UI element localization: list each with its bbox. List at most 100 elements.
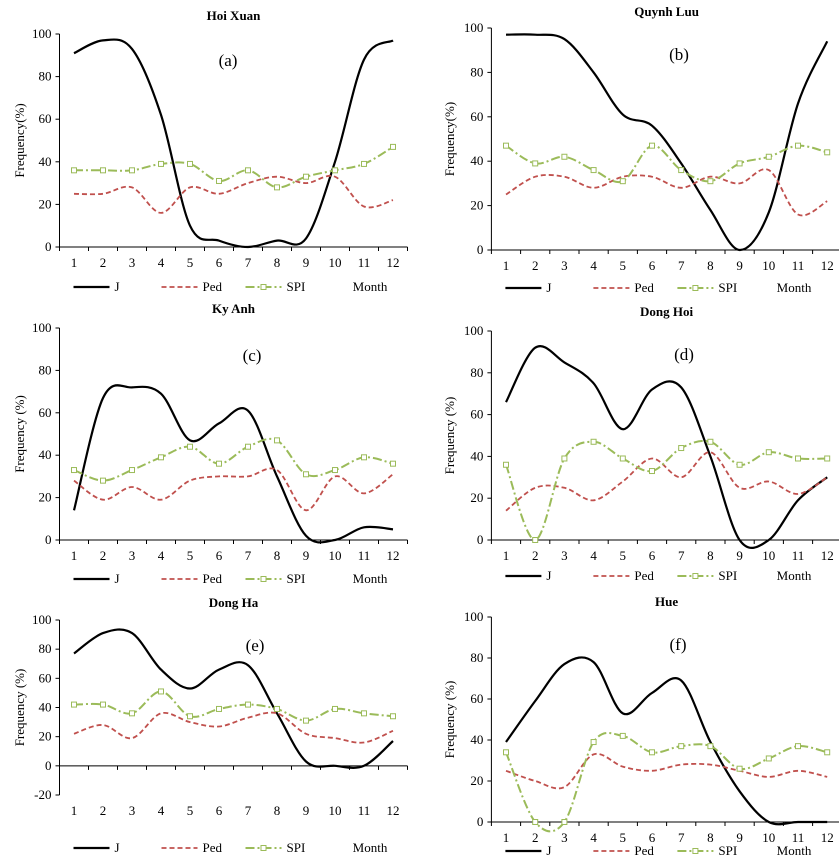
x-tick-label: 4 [590,548,597,563]
series-line-j [72,384,394,544]
y-tick-label: 100 [32,612,52,627]
data-point-spi [649,468,655,475]
data-point-spi [158,160,164,167]
x-tick-label: 9 [736,548,743,563]
data-point-spi [707,743,714,750]
chart-title: Dong Hoi [640,304,693,319]
legend-label-spi: SPI [287,279,306,294]
y-tick-label: 80 [470,650,483,665]
legend-label-j: J [546,568,551,583]
data-point-spi [765,449,772,456]
x-tick-label: 10 [329,803,342,818]
y-tick-label: 40 [39,700,52,715]
data-point-spi [216,705,222,712]
data-point-spi [590,438,597,445]
data-point-spi [707,438,714,445]
x-tick-label: 12 [387,255,400,270]
x-tick-label: 1 [503,548,510,563]
legend-marker-spi [260,284,267,290]
y-tick-label: 0 [45,532,52,547]
x-tick-label: 12 [387,803,400,818]
data-point-spi [303,471,309,478]
chart-title: Quynh Luu [634,4,699,19]
data-point-spi [503,142,509,149]
series-line-j [505,656,828,826]
legend-label-ped: Ped [634,568,654,583]
x-tick-label: 1 [503,830,510,845]
data-point-spi [795,142,801,149]
y-tick-label: 0 [477,814,484,829]
legend-label-spi: SPI [287,571,306,586]
x-tick-label: 1 [71,548,78,563]
x-tick-label: 5 [620,258,627,273]
data-point-spi [216,177,222,184]
chart-title: Ky Anh [212,301,256,316]
x-tick-label: 2 [100,255,107,270]
legend-marker-spi [692,285,699,291]
x-tick-label: 12 [821,548,834,563]
data-point-spi [532,160,539,167]
x-tick-label: 8 [707,830,714,845]
x-axis-label: Month [353,571,388,586]
x-axis-label: Month [777,843,812,858]
y-tick-label: 0 [477,532,484,547]
data-point-spi [129,710,135,717]
legend-label-j: J [546,843,551,858]
x-tick-label: 6 [216,255,223,270]
x-tick-label: 12 [821,830,834,845]
x-tick-label: 7 [245,803,252,818]
y-axis-label: Frequency (%) [442,397,457,475]
x-tick-label: 11 [792,258,805,273]
x-tick-label: 2 [532,830,539,845]
panel-label: (e) [246,636,265,655]
legend-marker-spi [692,573,699,579]
x-tick-label: 4 [158,255,165,270]
y-tick-label: 0 [45,758,52,773]
legend-label-spi: SPI [718,843,737,858]
series-line-ped [73,711,394,744]
y-tick-label: 60 [470,109,483,124]
data-point-spi [824,149,831,156]
data-point-spi [187,160,193,167]
y-tick-label: 60 [470,691,483,706]
legend-label-ped: Ped [203,571,223,586]
x-tick-label: 11 [358,548,371,563]
x-tick-label: 9 [303,548,310,563]
series-line-spi [74,146,394,189]
data-point-spi [736,461,743,468]
data-point-spi [619,455,626,462]
panel-label: (d) [674,345,694,364]
data-point-spi [707,178,714,185]
x-tick-label: 6 [649,258,656,273]
data-point-spi [274,437,280,444]
x-tick-label: 7 [678,258,685,273]
x-tick-label: 11 [358,255,371,270]
data-point-spi [619,732,626,739]
data-point-spi [361,710,367,717]
x-tick-label: 7 [678,830,685,845]
x-tick-label: 1 [71,803,78,818]
data-point-spi [390,143,396,150]
y-tick-label: 60 [39,111,52,126]
y-tick-label: 100 [464,609,484,624]
data-point-spi [100,477,106,484]
y-tick-label: 40 [470,153,483,168]
data-point-spi [361,160,367,167]
x-tick-label: 12 [821,258,834,273]
data-point-spi [129,167,135,174]
data-point-spi [590,167,597,174]
series-line-ped [505,451,828,512]
y-tick-label: 20 [470,490,483,505]
data-point-spi [303,173,309,180]
data-point-spi [649,749,655,756]
y-tick-label: 100 [464,323,484,338]
data-point-spi [561,819,568,825]
series-line-j [505,345,828,549]
y-tick-label: 40 [39,447,52,462]
x-tick-label: 4 [590,258,597,273]
chart-title: Hue [655,594,678,609]
x-tick-label: 7 [245,255,252,270]
x-tick-label: 2 [100,548,107,563]
legend-label-ped: Ped [634,280,654,295]
